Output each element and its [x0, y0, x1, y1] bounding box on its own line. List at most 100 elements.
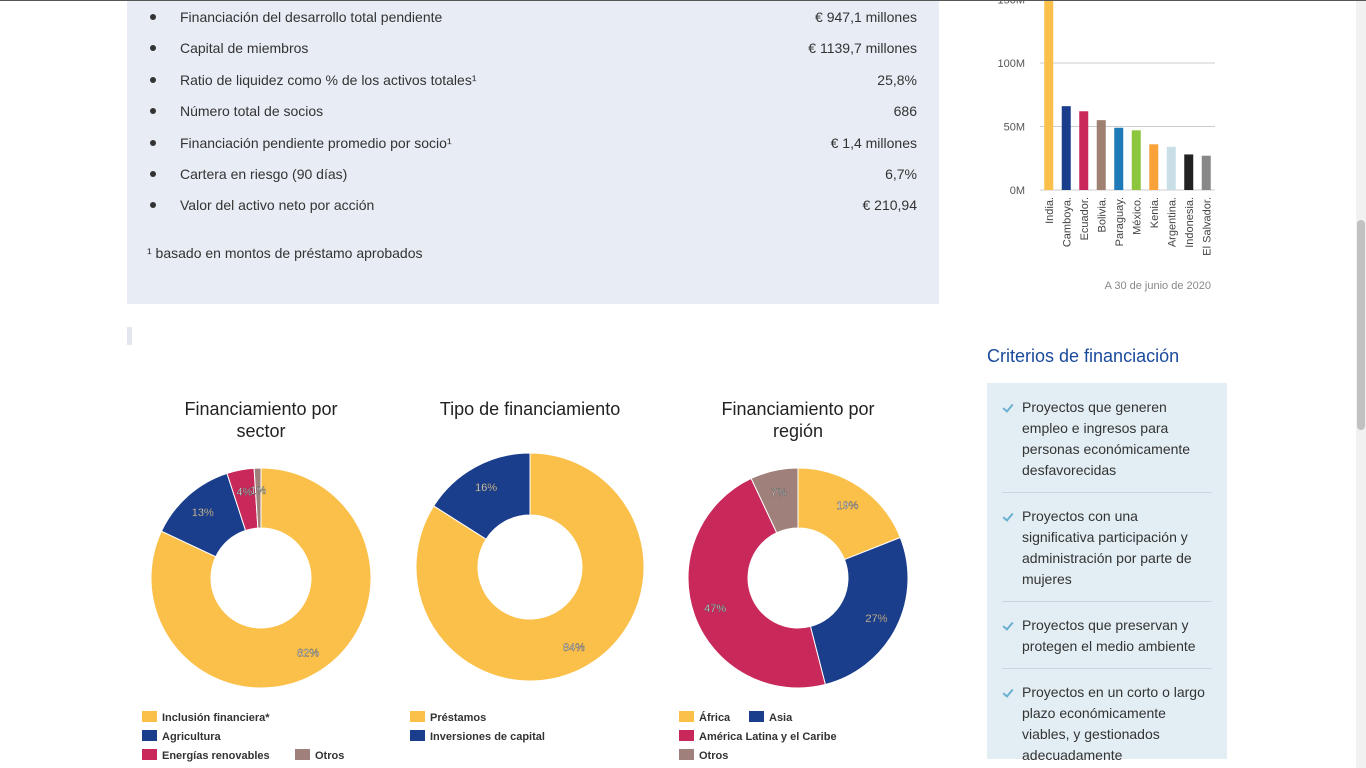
legend-item: Inclusión financiera* [142, 711, 270, 724]
bar [1166, 146, 1176, 190]
legend-label: Asia [769, 712, 793, 724]
scrollbar-thumb[interactable] [1357, 220, 1365, 430]
legend-swatch [410, 711, 425, 722]
legend-item: Otros [295, 749, 344, 762]
stat-row: Financiación pendiente promedio por soci… [127, 133, 939, 153]
legend-swatch [679, 730, 694, 741]
legend-item: Inversiones de capital [410, 730, 545, 743]
x-tick-label: Bolivia. [1096, 197, 1108, 232]
x-tick-label: Kenia. [1149, 197, 1161, 228]
stat-row: Financiación del desarrollo total pendie… [127, 7, 939, 27]
legend-label: América Latina y el Caribe [699, 731, 837, 743]
slice-label: 27% [865, 613, 887, 625]
donut-slice [415, 452, 645, 682]
stat-label: Financiación pendiente promedio por soci… [180, 134, 452, 151]
stat-label: Capital de miembros [180, 40, 309, 57]
x-tick-label: Argentina. [1166, 197, 1178, 247]
stat-label: Ratio de liquidez como % de los activos … [180, 71, 477, 88]
stat-value: € 1,4 millones [830, 134, 917, 151]
legend-item: Préstamos [410, 711, 486, 724]
bar [1061, 106, 1071, 190]
footnote: ¹ basado en montos de préstamo aprobados [147, 245, 423, 261]
stat-value: 686 [893, 103, 917, 120]
donut-slice [433, 452, 531, 540]
slice-label: 19% [836, 500, 858, 512]
legend-swatch [679, 711, 694, 722]
stat-row: Cartera en riesgo (90 días) 6,7% [127, 164, 939, 184]
stat-row: Ratio de liquidez como % de los activos … [127, 70, 939, 90]
slice-label: 84% [563, 642, 585, 654]
stat-row: Valor del activo neto por acción € 210,94 [127, 195, 939, 215]
stat-label: Número total de socios [180, 103, 324, 120]
bar [1114, 127, 1124, 190]
legend-swatch [142, 711, 157, 722]
slice-label: 4% [237, 487, 253, 499]
criteria-title: Criterios de financiación [987, 346, 1180, 366]
legend-label: Inversiones de capital [430, 731, 545, 743]
chart-title: Financiamiento por sector [184, 399, 338, 441]
slice-label: 13% [192, 507, 214, 519]
legend-swatch [295, 749, 310, 760]
legend-item: América Latina y el Caribe [679, 730, 837, 743]
slice-label: 47% [704, 603, 726, 615]
legend-label: Energías renovables [162, 750, 270, 762]
stat-value: 25,8% [877, 71, 917, 88]
criteria-item: Proyectos que preservan y protegen el me… [1002, 602, 1212, 669]
legend-label: Inclusión financiera* [162, 712, 270, 724]
x-tick-label: El Salvador. [1201, 197, 1213, 256]
bar [1184, 154, 1194, 190]
x-tick-label: México. [1131, 197, 1143, 235]
donut-slice [150, 467, 372, 689]
bar [1149, 144, 1159, 190]
stat-value: € 947,1 millones [815, 9, 917, 25]
stat-label: Valor del activo neto por acción [180, 197, 375, 214]
criteria-item: Proyectos con una significativa particip… [1002, 493, 1212, 602]
donut-slice [750, 467, 799, 534]
legend-swatch [749, 711, 764, 722]
donut-slice [797, 467, 901, 561]
bullet [150, 171, 156, 177]
donut-slice [809, 536, 909, 686]
bullet [150, 202, 156, 209]
legend-swatch [142, 749, 157, 760]
legend-label: África [699, 712, 731, 724]
x-tick-label: Camboya. [1061, 197, 1073, 247]
legend-item: Asia [749, 711, 792, 724]
legend-item: Otros [679, 749, 728, 762]
legend-swatch [679, 749, 694, 760]
y-tick-label: 0M [1010, 185, 1025, 197]
x-tick-label: India. [1044, 197, 1056, 224]
bullet [150, 14, 156, 20]
stat-value: € 210,94 [862, 197, 918, 214]
bar [1079, 111, 1089, 190]
stats-panel: ¹ basado en montos de préstamo aprobados… [127, 0, 939, 304]
bullet [150, 108, 156, 115]
bar [1044, 0, 1054, 190]
section-marker [127, 327, 132, 345]
legend-swatch [410, 730, 425, 741]
stat-label: Cartera en riesgo (90 días) [180, 166, 348, 182]
stat-value: 6,7% [885, 166, 917, 182]
slice-label: 1% [250, 485, 266, 497]
chart-title: Tipo de financiamiento [439, 399, 621, 419]
donut-slice [253, 467, 262, 529]
bar [1096, 120, 1106, 190]
x-tick-label: Ecuador. [1079, 197, 1091, 240]
stat-row: Capital de miembros € 1139,7 millones [127, 38, 939, 58]
bar [1201, 155, 1211, 190]
legend-item: Agricultura [142, 730, 221, 743]
criteria-item: Proyectos que generen empleo e ingresos … [1002, 384, 1212, 493]
legend-label: Préstamos [430, 712, 487, 724]
top-border [0, 0, 1366, 1]
x-tick-label: Paraguay. [1114, 197, 1126, 246]
legend-item: Energías renovables [142, 749, 270, 762]
chart-note: A 30 de junio de 2020 [1105, 280, 1211, 292]
slice-label: 7% [771, 487, 787, 499]
bullet [150, 139, 156, 146]
slice-label: 82% [297, 647, 319, 659]
criteria-item: Proyectos en un corto o largo plazo econ… [1002, 669, 1212, 768]
